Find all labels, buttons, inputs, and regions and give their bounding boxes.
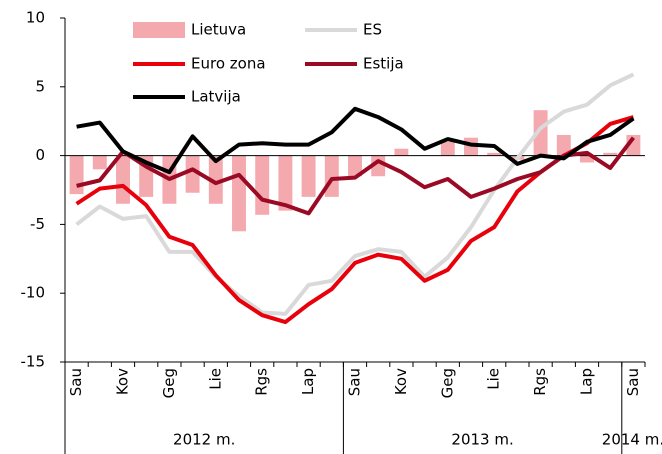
x-tick-label: Rgs [531, 368, 549, 396]
y-tick-label: -15 [21, 353, 46, 371]
line [75, 115, 634, 325]
y-tick-label: -5 [30, 215, 45, 233]
legend-swatch [133, 22, 185, 38]
bar [208, 155, 223, 204]
legend-label: Lietuva [191, 21, 246, 39]
line [75, 72, 635, 316]
line [76, 106, 635, 175]
y-tick-label: 10 [26, 9, 45, 27]
legend-label: Latvija [191, 88, 241, 106]
x-tick-label: Sau [67, 368, 85, 396]
x-tick-label: Sau [624, 368, 642, 396]
group-label: 2013 m. [451, 431, 513, 449]
bar [603, 152, 618, 156]
x-tick-label: Geg [438, 368, 456, 398]
bar [348, 155, 362, 177]
x-tick-label: Lie [485, 368, 503, 390]
x-tick-label: Lap [299, 368, 317, 395]
x-tick-label: Sau [346, 368, 364, 396]
bar [301, 155, 316, 197]
y-tick-label: 0 [35, 146, 45, 164]
bar [556, 134, 571, 156]
bar [92, 155, 107, 170]
legend-label: Estija [363, 55, 404, 73]
x-tick-label: Kov [392, 368, 410, 395]
bar [255, 155, 270, 215]
x-tick-label: Lap [578, 368, 596, 395]
x-tick-label: Rgs [253, 368, 271, 396]
bar [487, 152, 502, 156]
bar [116, 155, 130, 204]
x-tick-label: Lie [206, 368, 224, 390]
bar [440, 141, 455, 156]
bar [533, 110, 548, 156]
y-tick-label: -10 [21, 284, 46, 302]
bar [185, 155, 200, 193]
bar [69, 155, 84, 195]
legend-label: ES [363, 21, 382, 39]
x-tick-label: Geg [160, 368, 178, 398]
group-label: 2012 m. [173, 431, 235, 449]
x-tick-label: Kov [114, 368, 132, 395]
bar [232, 155, 246, 232]
line [76, 136, 635, 216]
legend-label: Euro zona [191, 55, 266, 73]
bar [278, 155, 293, 211]
bar [580, 155, 594, 163]
y-tick-label: 5 [35, 77, 45, 95]
bar [324, 155, 339, 197]
bar [394, 148, 409, 156]
group-label: 2014 m. [602, 431, 662, 449]
